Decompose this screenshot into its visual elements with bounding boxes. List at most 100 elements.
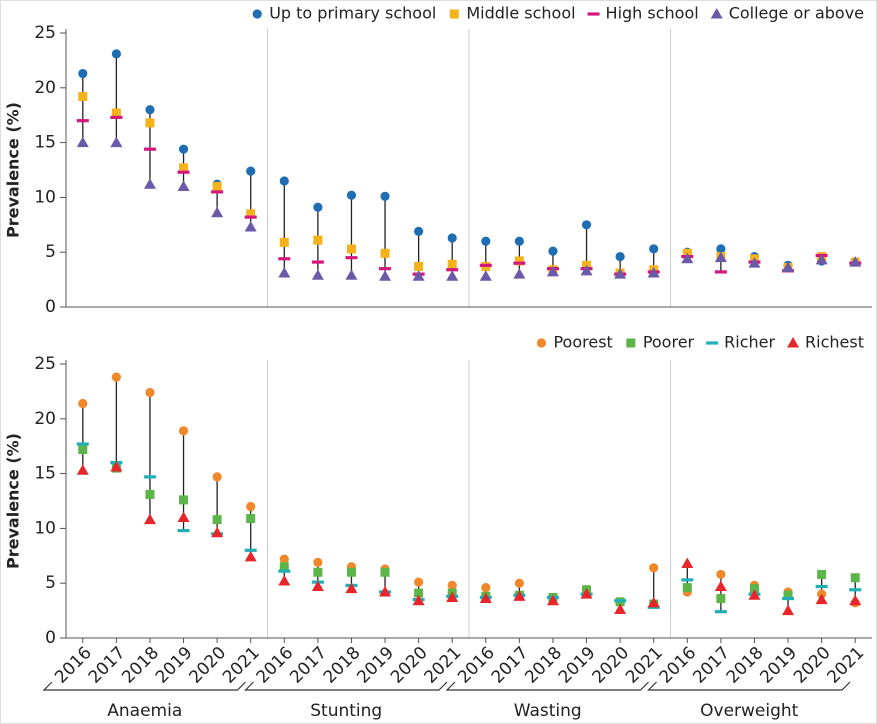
group-bracket: [42, 681, 246, 691]
x-tick-label: 2020: [185, 643, 230, 688]
marker: [849, 256, 862, 267]
y-tick-label: 20: [34, 78, 56, 98]
marker: [111, 108, 121, 118]
marker: [177, 170, 190, 174]
marker: [614, 603, 627, 615]
marker: [379, 585, 392, 597]
x-tick-label: 2019: [353, 643, 398, 688]
marker: [514, 256, 524, 266]
marker: [681, 557, 694, 568]
marker: [706, 341, 719, 345]
marker: [311, 580, 324, 591]
x-tick-label: 2017: [85, 643, 130, 688]
marker: [782, 596, 795, 601]
marker: [244, 220, 257, 232]
marker: [211, 206, 224, 218]
x-tick-label: 2017: [488, 643, 533, 688]
legend-label: Poorer: [643, 333, 695, 352]
marker: [78, 68, 88, 79]
y-axis-label: Prevalence (%): [4, 102, 23, 238]
marker: [177, 180, 190, 191]
marker: [179, 163, 189, 173]
marker: [615, 251, 625, 262]
marker: [211, 526, 224, 538]
marker: [649, 563, 659, 573]
marker: [749, 584, 759, 594]
x-tick-label: 2020: [588, 643, 633, 688]
group-bracket: [244, 681, 448, 691]
marker: [714, 610, 727, 614]
marker: [446, 268, 459, 272]
marker: [279, 554, 289, 564]
marker: [279, 176, 289, 186]
x-tick-label: 2016: [51, 643, 96, 688]
marker: [748, 589, 761, 600]
marker: [513, 261, 526, 265]
marker: [449, 9, 459, 19]
x-tick-label: 2021: [824, 643, 869, 688]
marker: [414, 261, 424, 271]
y-tick-label: 10: [34, 518, 56, 538]
marker: [380, 567, 390, 577]
legend-label: College or above: [729, 4, 864, 23]
marker: [514, 578, 524, 588]
marker: [580, 588, 593, 599]
marker: [815, 593, 828, 605]
marker: [815, 584, 828, 589]
marker: [536, 338, 547, 348]
x-tick-label: 2017: [286, 643, 331, 688]
marker: [143, 513, 156, 525]
x-tick-label: 2018: [521, 643, 566, 688]
marker: [849, 588, 862, 592]
marker: [246, 501, 256, 512]
marker: [414, 226, 424, 236]
marker: [278, 257, 291, 261]
marker: [647, 596, 660, 608]
marker: [817, 569, 827, 579]
y-axis-label: Prevalence (%): [4, 433, 23, 569]
marker: [246, 514, 256, 524]
marker: [479, 592, 492, 604]
marker: [278, 569, 291, 573]
marker: [513, 268, 526, 279]
marker: [143, 147, 156, 151]
group-bracket: [445, 681, 649, 691]
y-tick-label: 5: [45, 573, 56, 593]
marker: [782, 604, 795, 616]
x-tick-label: 2017: [689, 643, 734, 688]
marker: [479, 263, 492, 267]
marker: [548, 246, 558, 256]
legend-label: High school: [606, 4, 699, 23]
marker: [481, 236, 491, 246]
y-tick-label: 25: [34, 354, 56, 374]
marker: [145, 105, 155, 115]
legend-label: Middle school: [466, 4, 575, 23]
marker: [380, 191, 390, 201]
marker: [279, 562, 289, 572]
marker: [716, 594, 726, 604]
marker: [212, 181, 222, 191]
marker: [76, 136, 89, 148]
marker: [76, 464, 89, 475]
marker: [479, 270, 492, 281]
marker: [412, 594, 425, 606]
marker: [143, 475, 156, 479]
marker: [345, 582, 358, 594]
marker: [714, 270, 727, 274]
marker: [649, 244, 659, 254]
marker: [748, 257, 761, 268]
marker: [513, 590, 526, 601]
marker: [178, 426, 189, 436]
marker: [346, 567, 356, 577]
marker: [412, 270, 425, 281]
marker: [546, 265, 559, 277]
marker: [447, 580, 457, 590]
marker: [414, 588, 424, 598]
marker: [346, 190, 357, 200]
x-tick-label: 2016: [656, 643, 701, 688]
legend-label: Poorest: [553, 333, 612, 352]
x-tick-label: 2018: [723, 643, 768, 688]
x-tick-label: 2019: [756, 643, 801, 688]
